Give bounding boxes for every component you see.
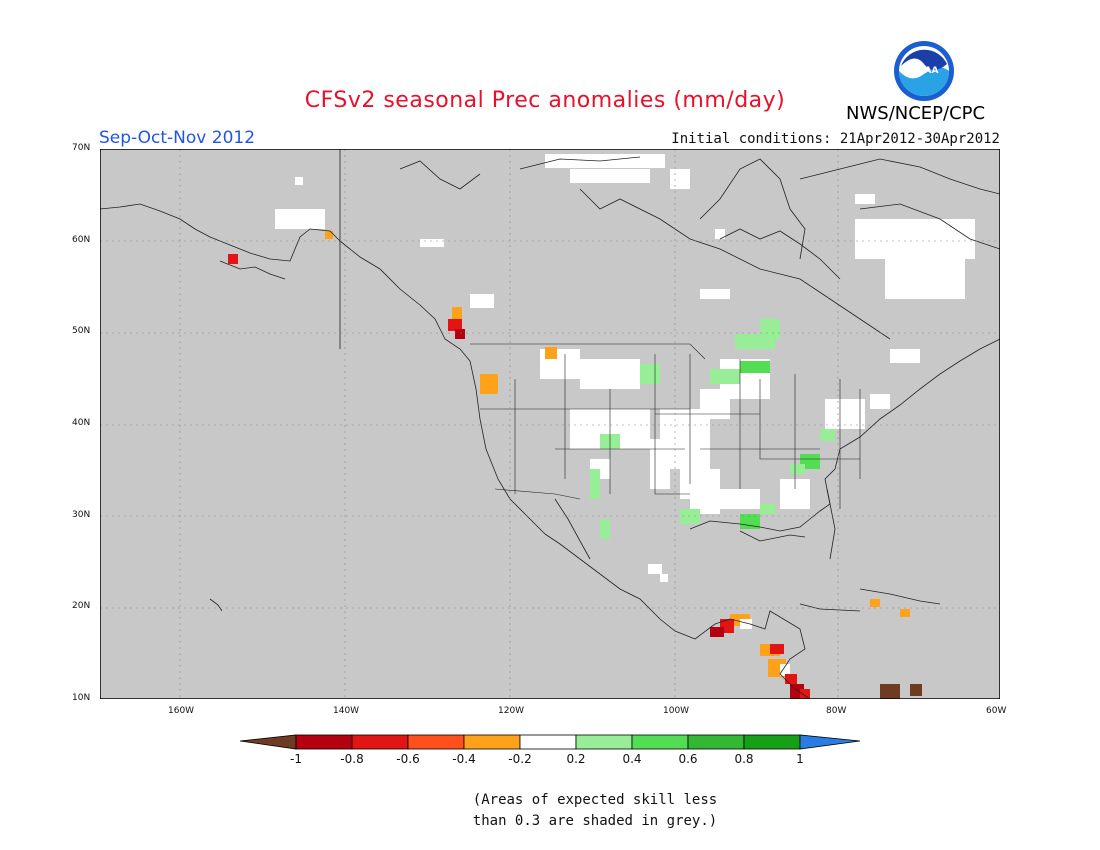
anomaly-cell — [325, 231, 333, 239]
season-label: Sep-Oct-Nov 2012 — [99, 128, 256, 148]
anomaly-cell — [452, 307, 462, 321]
colorbar-label: 0.4 — [622, 752, 642, 766]
anomaly-cell — [785, 674, 797, 684]
colorbar-segment — [519, 734, 577, 750]
anomaly-cell — [740, 619, 752, 629]
chart-title: CFSv2 seasonal Prec anomalies (mm/day) — [304, 88, 786, 113]
colorbar-label: 0.8 — [734, 752, 754, 766]
anomaly-cell — [940, 269, 960, 279]
anomaly-cell — [680, 509, 700, 524]
noaa-logo: NOAA — [894, 41, 954, 101]
anomaly-cell — [720, 489, 760, 509]
anomaly-cells — [228, 154, 975, 699]
colorbar-label: 0.2 — [566, 752, 586, 766]
anomaly-cell — [890, 349, 920, 363]
anomaly-cell — [420, 239, 444, 247]
anomaly-cell — [650, 459, 670, 489]
lon-label: 60W — [986, 706, 1007, 716]
anomaly-cell — [670, 169, 690, 189]
lat-label: 50N — [72, 326, 91, 337]
anomaly-cell — [780, 664, 790, 676]
anomaly-cell — [770, 644, 784, 654]
lat-label: 10N — [72, 693, 91, 703]
lon-label: 120W — [498, 706, 525, 716]
anomaly-cell — [710, 627, 724, 637]
footnote-line-2: than 0.3 are shaded in grey.) — [472, 813, 718, 829]
anomaly-cell — [820, 429, 835, 441]
lat-label: 60N — [72, 234, 91, 245]
colorbar-label: -0.4 — [452, 752, 476, 766]
colorbar-arrow-high — [799, 734, 860, 750]
lat-label: 20N — [72, 601, 91, 612]
lat-label: 70N — [72, 143, 91, 153]
anomaly-cell — [870, 394, 890, 409]
lat-label: 40N — [72, 418, 91, 428]
anomaly-cell — [545, 154, 665, 168]
anomaly-cell — [910, 684, 922, 696]
anomaly-cell — [470, 294, 494, 308]
anomaly-cell — [855, 219, 975, 259]
colorbar-label: -0.6 — [396, 752, 420, 766]
anomaly-cell — [825, 399, 865, 429]
anomaly-cell — [740, 361, 770, 373]
colorbar-segment — [687, 734, 745, 750]
colorbar-segment — [743, 734, 801, 750]
colorbar-label: -1 — [290, 752, 302, 766]
anomaly-cell — [855, 194, 875, 204]
colorbar-label: 1 — [796, 752, 804, 766]
colorbar-segment — [575, 734, 633, 750]
anomaly-cell — [900, 609, 910, 617]
logo-text: NOAA — [910, 66, 939, 76]
anomaly-cell — [640, 364, 660, 384]
precip-anomaly-map — [100, 149, 1000, 699]
anomaly-cell — [715, 229, 725, 239]
anomaly-cell — [800, 689, 810, 699]
anomaly-cell — [600, 519, 610, 539]
lon-label: 100W — [663, 706, 690, 716]
colorbar-segment — [295, 734, 353, 750]
anomaly-cell — [455, 329, 465, 339]
footnote-line-1: (Areas of expected skill less — [472, 792, 718, 808]
graticule — [100, 149, 1000, 699]
lon-label: 160W — [168, 706, 195, 716]
colorbar — [240, 734, 860, 750]
colorbar-arrow-low — [240, 734, 297, 750]
agency-label: NWS/NCEP/CPC — [846, 103, 986, 124]
anomaly-cell — [790, 464, 805, 474]
anomaly-cell — [660, 574, 668, 582]
anomaly-cell — [710, 369, 740, 384]
coastlines — [100, 149, 1000, 699]
colorbar-segment — [631, 734, 689, 750]
colorbar-segment — [463, 734, 521, 750]
lat-label: 30N — [72, 509, 91, 520]
anomaly-cell — [295, 177, 303, 185]
lon-label: 140W — [333, 706, 360, 716]
lon-label: 80W — [826, 706, 847, 716]
colorbar-label: 0.6 — [678, 752, 698, 766]
colorbar-segment — [351, 734, 409, 750]
anomaly-cell — [545, 347, 557, 359]
anomaly-cell — [570, 169, 650, 183]
anomaly-cell — [700, 289, 730, 299]
anomaly-cell — [228, 254, 238, 264]
footnote: (Areas of expected skill less than 0.3 a… — [440, 790, 750, 832]
anomaly-cell — [580, 359, 640, 389]
colorbar-label: -0.8 — [340, 752, 364, 766]
initial-conditions-label: Initial conditions: 21Apr2012-30Apr2012 — [671, 131, 1000, 147]
colorbar-label: -0.2 — [508, 752, 532, 766]
anomaly-cell — [590, 469, 600, 499]
anomaly-cell — [740, 514, 760, 529]
anomaly-cell — [275, 209, 325, 229]
anomaly-cell — [880, 684, 900, 699]
anomaly-cell — [648, 564, 662, 574]
anomaly-cell — [448, 319, 462, 331]
anomaly-cell — [480, 374, 498, 394]
colorbar-segment — [407, 734, 465, 750]
state-borders — [470, 343, 861, 509]
anomaly-cell — [540, 364, 552, 374]
anomaly-cell — [760, 504, 775, 514]
anomaly-cell — [870, 599, 880, 607]
anomaly-cell — [760, 319, 780, 339]
